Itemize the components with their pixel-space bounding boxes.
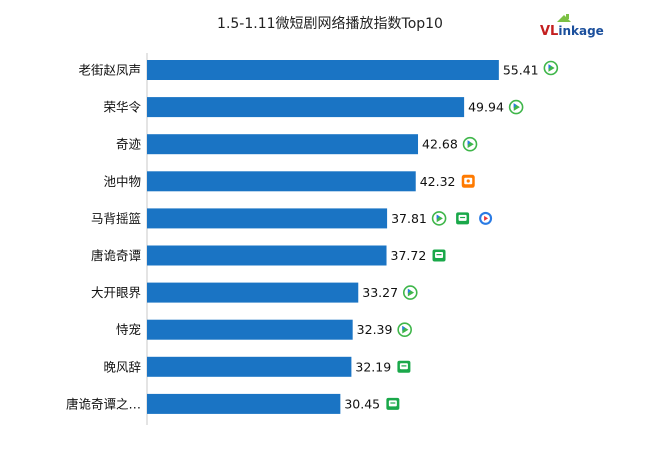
value-label: 33.27 xyxy=(362,285,398,300)
bar xyxy=(147,245,387,266)
iqiyi-play-icon xyxy=(462,136,478,152)
value-label: 37.81 xyxy=(391,211,427,226)
bar xyxy=(147,319,353,340)
bar xyxy=(147,134,419,155)
iqiyi-play-icon xyxy=(431,211,447,226)
bar xyxy=(147,282,359,303)
green-chat-icon xyxy=(397,360,411,373)
category-label: 恃宠 xyxy=(116,322,141,337)
iqiyi-play-icon xyxy=(543,60,559,76)
green-chat-icon xyxy=(456,212,470,225)
bars-group: 老街赵凤声 55.41 荣华令 49.94 奇迹 42.68 池中物 42.32 马背摇篮 37.… xyxy=(66,60,559,414)
category-label: 唐诡奇谭之… xyxy=(66,396,141,411)
blue-play-icon xyxy=(479,211,493,225)
bar xyxy=(147,60,499,80)
bar xyxy=(147,393,341,414)
iqiyi-play-icon xyxy=(397,322,412,338)
category-label: 池中物 xyxy=(103,174,141,189)
category-label: 晚风辞 xyxy=(103,359,141,374)
value-label: 32.19 xyxy=(355,359,391,374)
iqiyi-play-icon xyxy=(402,285,418,300)
bar xyxy=(147,97,465,118)
green-chat-icon xyxy=(432,249,446,262)
category-label: 马背摇篮 xyxy=(91,211,141,226)
bar xyxy=(147,356,352,377)
vlinkage-logo: VLinkage xyxy=(540,14,604,39)
value-label: 37.72 xyxy=(391,248,427,263)
svg-text:VLinkage: VLinkage xyxy=(540,24,604,39)
bar xyxy=(147,208,388,229)
bar xyxy=(147,171,416,192)
category-label: 老街赵凤声 xyxy=(78,63,141,78)
value-label: 30.45 xyxy=(344,396,380,411)
value-label: 42.32 xyxy=(420,174,456,189)
chart-title: 1.5-1.11微短剧网络播放指数Top10 xyxy=(217,16,443,32)
iqiyi-play-icon xyxy=(508,99,524,115)
value-label: 55.41 xyxy=(503,63,539,78)
value-label: 32.39 xyxy=(357,322,393,337)
logo-text-rest: inkage xyxy=(558,24,603,38)
value-label: 42.68 xyxy=(422,137,458,152)
orange-tv-icon xyxy=(461,174,475,188)
green-chat-icon xyxy=(386,397,400,410)
category-label: 奇迹 xyxy=(116,137,142,152)
category-label: 荣华令 xyxy=(103,100,141,115)
category-label: 唐诡奇谭 xyxy=(91,248,141,263)
logo-text-v: VL xyxy=(540,24,558,39)
category-label: 大开眼界 xyxy=(91,285,142,300)
value-label: 49.94 xyxy=(468,100,504,115)
